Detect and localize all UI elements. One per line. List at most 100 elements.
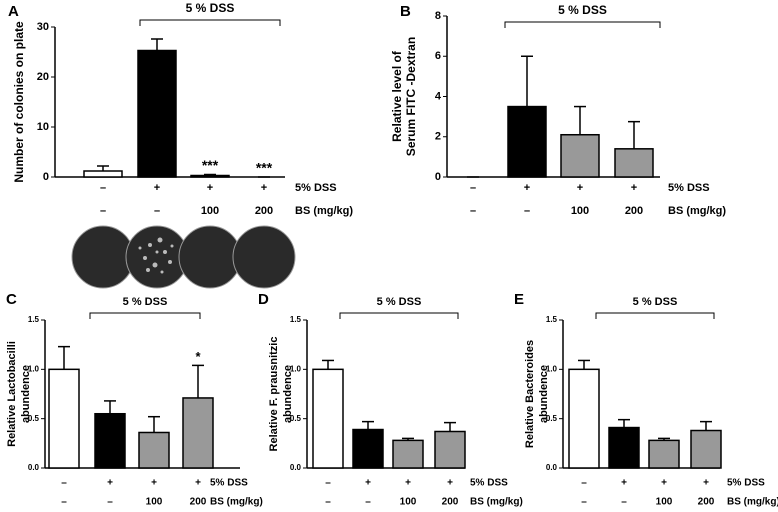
y-tick-label: 1.0 xyxy=(290,364,302,373)
treatment-label: 5% DSS xyxy=(295,182,337,194)
panel-label: A xyxy=(8,3,19,20)
y-tick-label: 0.0 xyxy=(546,463,558,472)
bar xyxy=(352,428,384,469)
treatment-mark: + xyxy=(621,478,627,489)
treatment-mark: – xyxy=(621,497,627,508)
bar xyxy=(83,170,123,178)
y-axis-label: Relative F. prausnitzic xyxy=(268,337,280,452)
y-tick-label: 0.5 xyxy=(546,414,558,423)
plate xyxy=(71,225,135,289)
y-tick-label: 1.0 xyxy=(28,364,40,373)
y-tick-label: 1.0 xyxy=(546,364,558,373)
treatment-mark: + xyxy=(524,182,530,194)
colonies xyxy=(138,237,174,274)
y-tick-label: 0.5 xyxy=(290,414,302,423)
bar xyxy=(560,133,600,178)
treatment-mark: – xyxy=(61,497,67,508)
bar xyxy=(392,439,424,469)
treatment-mark: 200 xyxy=(698,497,715,508)
panel: 0.0 0.5 1.0 1.5 Relative Bacteroides abundenc… xyxy=(514,291,778,508)
treatment-mark: + xyxy=(703,478,709,489)
significance: * xyxy=(195,349,201,364)
treatment-mark: – xyxy=(100,182,106,194)
bracket-label: 5 % DSS xyxy=(633,296,678,308)
treatment-mark: – xyxy=(325,497,331,508)
treatment-label: BS (mg/kg) xyxy=(295,205,353,217)
treatment-mark: 100 xyxy=(201,205,219,217)
treatment-mark: + xyxy=(661,478,667,489)
treatment-label: 5% DSS xyxy=(470,478,508,489)
treatment-mark: + xyxy=(107,478,113,489)
bracket-label: 5 % DSS xyxy=(558,3,607,17)
treatment-mark: 100 xyxy=(146,497,163,508)
bracket xyxy=(339,312,459,319)
bar xyxy=(312,368,344,469)
y-tick-label: 2 xyxy=(435,131,441,143)
bracket-label: 5 % DSS xyxy=(186,1,235,15)
treatment-mark: – xyxy=(470,182,476,194)
treatment-mark: + xyxy=(405,478,411,489)
y-tick-label: 0 xyxy=(43,171,49,183)
y-axis-label: abundence xyxy=(20,365,32,423)
bracket-label: 5 % DSS xyxy=(377,296,422,308)
panel: 0.0 0.5 1.0 1.5 Relative F. prausnitzic abund… xyxy=(258,291,523,508)
y-axis-label: Relative Bacteroides xyxy=(524,340,536,448)
treatment-label: 5% DSS xyxy=(668,182,710,194)
bar xyxy=(614,148,654,178)
bar xyxy=(190,174,230,178)
panel-label: E xyxy=(514,291,524,308)
treatment-mark: – xyxy=(470,205,476,217)
petri-dishes xyxy=(71,225,296,289)
treatment-label: BS (mg/kg) xyxy=(210,497,263,508)
treatment-mark: 100 xyxy=(571,205,589,217)
treatment-mark: 200 xyxy=(190,497,207,508)
y-tick-label: 6 xyxy=(435,50,441,62)
bar xyxy=(94,412,126,469)
y-tick-label: 0 xyxy=(435,171,441,183)
bar xyxy=(690,429,722,469)
treatment-mark: + xyxy=(207,182,213,194)
treatment-mark: + xyxy=(365,478,371,489)
treatment-mark: 200 xyxy=(442,497,459,508)
bracket-label: 5 % DSS xyxy=(123,296,168,308)
treatment-mark: 200 xyxy=(255,205,273,217)
y-tick-label: 0.0 xyxy=(28,463,40,472)
treatment-mark: + xyxy=(631,182,637,194)
panel: 0 10 20 30 Number of colonies on plate *** ***… xyxy=(8,1,353,217)
treatment-label: 5% DSS xyxy=(210,478,248,489)
bar xyxy=(648,439,680,469)
y-tick-label: 10 xyxy=(37,121,49,133)
treatment-mark: + xyxy=(195,478,201,489)
treatment-mark: + xyxy=(447,478,453,489)
bar xyxy=(434,430,466,469)
treatment-mark: – xyxy=(581,478,587,489)
bar xyxy=(507,105,547,178)
y-tick-label: 30 xyxy=(37,21,49,33)
y-axis-label: Relative level of xyxy=(390,50,404,142)
bracket xyxy=(595,312,715,319)
y-tick-label: 0.5 xyxy=(28,414,40,423)
treatment-mark: – xyxy=(524,205,530,217)
treatment-mark: + xyxy=(261,182,267,194)
treatment-mark: – xyxy=(100,205,106,217)
treatment-mark: 100 xyxy=(656,497,673,508)
plate xyxy=(232,225,296,289)
bar xyxy=(568,368,600,469)
treatment-mark: 200 xyxy=(625,205,643,217)
treatment-label: BS (mg/kg) xyxy=(668,205,726,217)
treatment-mark: – xyxy=(107,497,113,508)
bracket xyxy=(504,21,661,28)
panel: 0 2 4 6 8 Relative level of Serum FITC -Dextra… xyxy=(390,3,726,217)
y-tick-label: 4 xyxy=(435,90,442,102)
treatment-mark: – xyxy=(581,497,587,508)
bar xyxy=(48,368,80,469)
treatment-mark: 100 xyxy=(400,497,417,508)
plate xyxy=(178,225,242,289)
panel-label: B xyxy=(400,3,411,20)
y-tick-label: 1.5 xyxy=(290,315,302,324)
panel-label: C xyxy=(6,291,17,308)
treatment-mark: – xyxy=(365,497,371,508)
y-axis-label: abundence xyxy=(538,365,550,423)
y-axis-label: abundence xyxy=(282,365,294,423)
